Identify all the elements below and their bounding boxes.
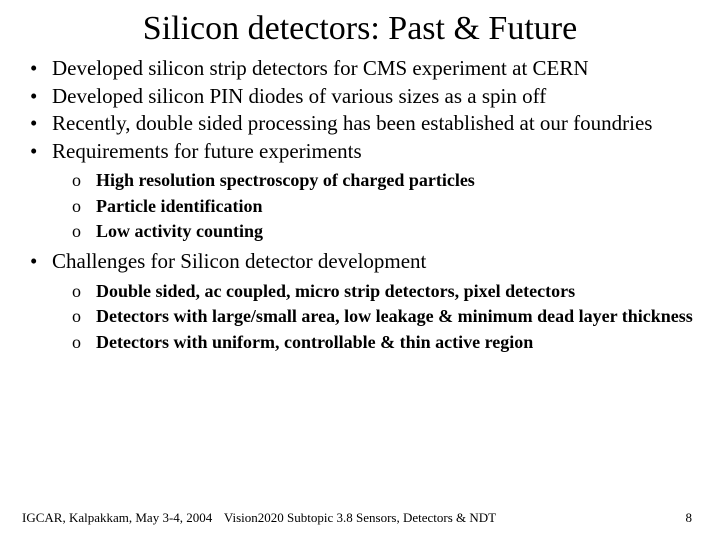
bullet-item: Recently, double sided processing has be…	[48, 111, 698, 137]
bullet-item: Developed silicon PIN diodes of various …	[48, 84, 698, 110]
bullet-text: Challenges for Silicon detector developm…	[52, 249, 426, 273]
sub-bullet-text: Detectors with large/small area, low lea…	[96, 306, 693, 326]
bullet-text: Developed silicon PIN diodes of various …	[52, 84, 546, 108]
bullet-text: Requirements for future experiments	[52, 139, 362, 163]
footer-left: IGCAR, Kalpakkam, May 3-4, 2004	[22, 510, 212, 526]
bullet-item: Requirements for future experiments High…	[48, 139, 698, 244]
bullet-text: Recently, double sided processing has be…	[52, 111, 652, 135]
slide-title: Silicon detectors: Past & Future	[0, 0, 720, 56]
sub-bullet-item: Detectors with uniform, controllable & t…	[92, 330, 698, 354]
sub-bullet-text: Low activity counting	[96, 221, 263, 241]
sub-bullet-list: Double sided, ac coupled, micro strip de…	[52, 279, 698, 354]
sub-bullet-item: Detectors with large/small area, low lea…	[92, 304, 698, 328]
footer-page-number: 8	[686, 510, 693, 526]
footer-center: Vision2020 Subtopic 3.8 Sensors, Detecto…	[224, 510, 496, 526]
slide-body: Developed silicon strip detectors for CM…	[0, 56, 720, 354]
slide: Silicon detectors: Past & Future Develop…	[0, 0, 720, 540]
sub-bullet-list: High resolution spectroscopy of charged …	[52, 168, 698, 243]
sub-bullet-text: Detectors with uniform, controllable & t…	[96, 332, 533, 352]
bullet-text: Developed silicon strip detectors for CM…	[52, 56, 589, 80]
sub-bullet-item: Low activity counting	[92, 219, 698, 243]
bullet-item: Challenges for Silicon detector developm…	[48, 249, 698, 354]
bullet-item: Developed silicon strip detectors for CM…	[48, 56, 698, 82]
sub-bullet-text: Particle identification	[96, 196, 262, 216]
sub-bullet-item: Double sided, ac coupled, micro strip de…	[92, 279, 698, 303]
sub-bullet-item: High resolution spectroscopy of charged …	[92, 168, 698, 192]
sub-bullet-text: High resolution spectroscopy of charged …	[96, 170, 475, 190]
sub-bullet-item: Particle identification	[92, 194, 698, 218]
bullet-list: Developed silicon strip detectors for CM…	[22, 56, 698, 354]
sub-bullet-text: Double sided, ac coupled, micro strip de…	[96, 281, 575, 301]
slide-footer: IGCAR, Kalpakkam, May 3-4, 2004 Vision20…	[0, 510, 720, 526]
